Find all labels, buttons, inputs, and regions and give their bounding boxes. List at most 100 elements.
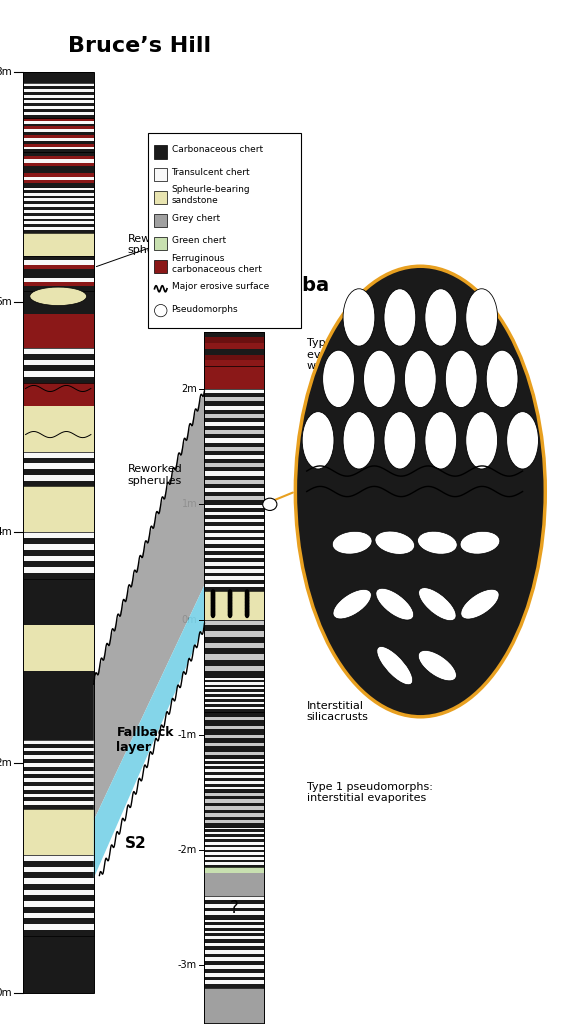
Bar xyxy=(23,156,94,159)
Bar xyxy=(204,723,264,726)
Bar xyxy=(23,555,94,561)
Bar xyxy=(23,884,94,890)
Circle shape xyxy=(343,412,375,469)
Bar xyxy=(204,500,264,504)
Bar xyxy=(204,907,264,911)
Circle shape xyxy=(228,590,232,596)
Bar xyxy=(204,707,264,710)
Bar xyxy=(204,648,264,654)
Polygon shape xyxy=(94,389,204,820)
Text: 6m: 6m xyxy=(0,297,12,307)
Bar xyxy=(204,680,264,682)
Text: 0m: 0m xyxy=(181,614,197,625)
Text: Carbonaceous chert: Carbonaceous chert xyxy=(172,144,262,154)
Bar xyxy=(204,393,264,397)
Bar xyxy=(23,83,94,86)
Bar xyxy=(23,273,94,278)
Bar xyxy=(204,587,264,591)
Circle shape xyxy=(404,350,436,408)
Bar xyxy=(204,845,264,847)
Bar xyxy=(204,397,264,401)
Bar xyxy=(23,572,94,579)
Bar xyxy=(204,925,264,928)
Bar xyxy=(23,936,94,993)
Bar xyxy=(204,569,264,572)
Bar xyxy=(23,159,94,163)
Bar xyxy=(204,526,264,529)
Circle shape xyxy=(211,611,215,617)
Bar xyxy=(23,782,94,786)
Bar xyxy=(204,755,264,758)
Circle shape xyxy=(228,593,232,599)
Bar xyxy=(204,831,264,835)
Bar xyxy=(204,701,264,705)
Ellipse shape xyxy=(460,531,500,554)
Bar xyxy=(204,620,264,626)
Bar xyxy=(204,911,264,915)
Bar xyxy=(204,558,264,562)
Bar xyxy=(204,467,264,471)
Bar xyxy=(204,414,264,418)
Bar xyxy=(23,233,94,256)
Bar xyxy=(204,969,264,973)
Bar xyxy=(204,962,264,965)
Bar xyxy=(23,202,94,204)
Bar xyxy=(23,186,94,233)
Text: -2m: -2m xyxy=(178,845,197,855)
Bar xyxy=(204,471,264,475)
Bar xyxy=(23,163,94,166)
Bar xyxy=(23,354,94,359)
Bar xyxy=(204,783,264,786)
Bar xyxy=(204,752,264,755)
Bar xyxy=(204,475,264,479)
Bar xyxy=(23,579,94,625)
Bar xyxy=(204,953,264,957)
Bar xyxy=(204,1023,264,1024)
Bar xyxy=(204,778,264,780)
Bar xyxy=(23,204,94,207)
Bar xyxy=(23,452,94,458)
Bar xyxy=(23,135,94,138)
Bar xyxy=(204,694,264,697)
Text: Grey chert: Grey chert xyxy=(172,214,220,222)
Bar xyxy=(204,920,264,942)
Bar xyxy=(204,584,264,587)
Circle shape xyxy=(323,350,354,408)
Bar xyxy=(23,180,94,183)
Bar xyxy=(154,260,167,273)
Circle shape xyxy=(445,350,477,408)
Bar xyxy=(204,430,264,434)
Bar xyxy=(23,794,94,798)
Bar xyxy=(204,548,264,551)
Circle shape xyxy=(211,608,215,614)
Bar xyxy=(23,901,94,907)
Bar xyxy=(23,544,94,550)
Bar xyxy=(23,767,94,770)
Bar xyxy=(23,879,94,884)
Bar xyxy=(204,737,264,740)
Bar xyxy=(23,372,94,377)
Bar xyxy=(23,199,94,202)
Bar xyxy=(204,637,264,643)
Bar xyxy=(204,426,264,430)
Bar xyxy=(23,930,94,936)
Bar xyxy=(204,332,264,337)
Circle shape xyxy=(302,412,334,469)
Circle shape xyxy=(245,611,249,617)
Bar xyxy=(204,867,264,872)
Circle shape xyxy=(384,289,416,346)
Bar xyxy=(23,748,94,752)
Bar xyxy=(204,389,264,504)
Bar xyxy=(23,743,94,748)
Bar xyxy=(23,809,94,855)
Bar xyxy=(204,840,264,842)
Circle shape xyxy=(211,599,215,605)
Bar xyxy=(204,928,264,931)
Circle shape xyxy=(211,590,215,596)
Bar xyxy=(23,269,94,273)
Bar xyxy=(23,752,94,756)
Bar xyxy=(23,348,94,354)
Text: Type 1 pseudomorphs:
interstitial evaporites: Type 1 pseudomorphs: interstitial evapor… xyxy=(307,781,433,803)
Bar xyxy=(204,492,264,496)
Circle shape xyxy=(245,593,249,599)
